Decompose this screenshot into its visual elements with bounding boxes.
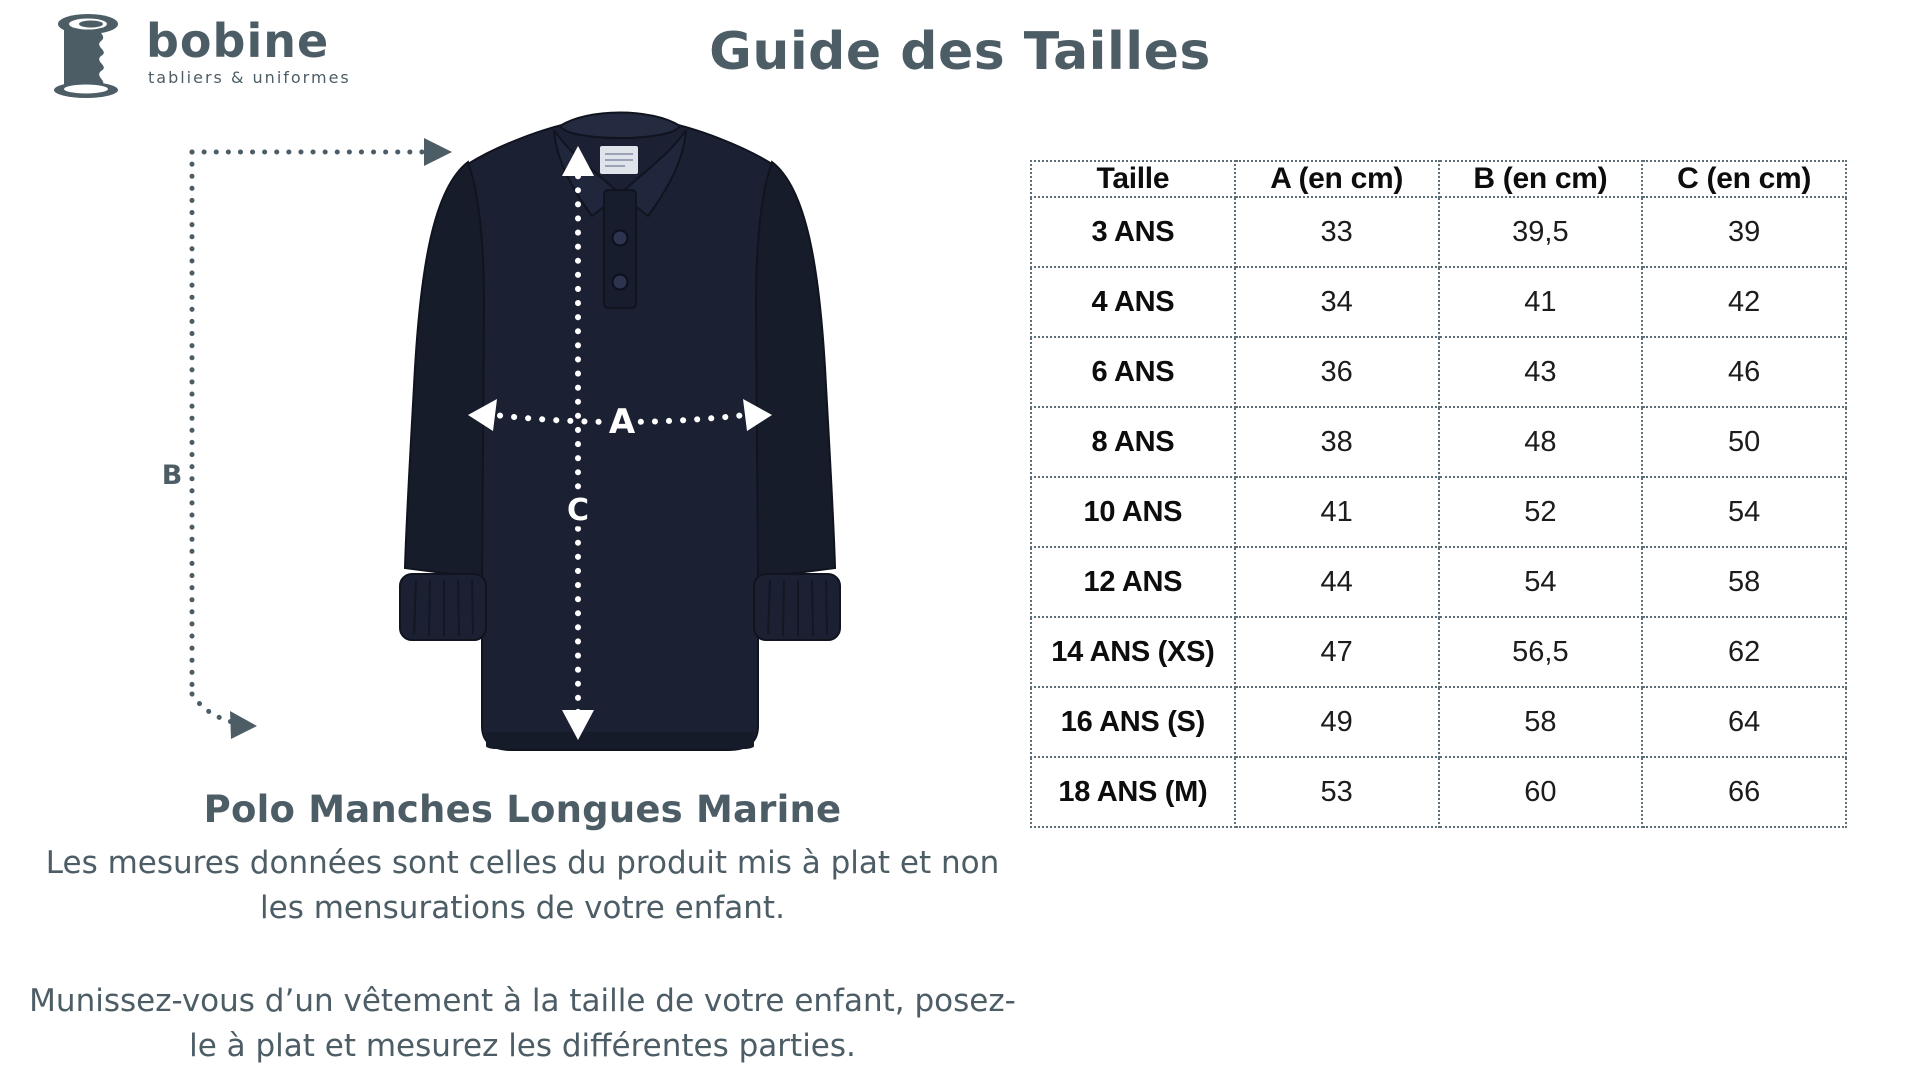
measure-value-cell: 49 xyxy=(1233,686,1440,758)
polo-diagram: A C B xyxy=(150,96,1000,788)
neck-tag xyxy=(600,146,638,174)
measure-value-cell: 43 xyxy=(1437,336,1644,408)
size-label-cell: 18 ANS (M) xyxy=(1030,756,1236,828)
polo-illustration: A C B xyxy=(162,111,841,751)
measure-value-cell: 52 xyxy=(1437,476,1644,548)
measure-b-arrow: B xyxy=(162,138,452,739)
measure-value-cell: 33 xyxy=(1233,196,1440,268)
measure-value-cell: 38 xyxy=(1233,406,1440,478)
size-row: 14 ANS (XS) 47 56,5 62 xyxy=(1030,616,1847,688)
size-row: 8 ANS 38 48 50 xyxy=(1030,406,1847,478)
collar xyxy=(553,111,687,309)
size-label-cell: 12 ANS xyxy=(1030,546,1236,618)
measure-value-cell: 66 xyxy=(1641,756,1847,828)
left-cuff xyxy=(399,573,487,641)
measure-value-cell: 47 xyxy=(1233,616,1440,688)
size-row: 16 ANS (S) 49 58 64 xyxy=(1030,686,1847,758)
note-flat: Les mesures données sont celles du produ… xyxy=(45,845,1000,926)
measure-value-cell: 58 xyxy=(1437,686,1644,758)
brand-logo: bobine tabliers & uniformes xyxy=(44,10,351,106)
measure-value-cell: 50 xyxy=(1641,406,1847,478)
measure-c-label: C xyxy=(567,493,589,528)
brand-name: bobine xyxy=(146,14,330,68)
size-label-cell: 14 ANS (XS) xyxy=(1030,616,1236,688)
product-name: Polo Manches Longues Marine xyxy=(203,788,842,831)
note-measure: Munissez-vous d’un vêtement à la taille … xyxy=(29,982,1016,1064)
measure-b-label: B xyxy=(162,460,183,491)
size-table-head: Taille A (en cm) B (en cm) C (en cm) xyxy=(1030,160,1847,198)
measure-value-cell: 53 xyxy=(1233,756,1440,828)
measure-value-cell: 54 xyxy=(1437,546,1644,618)
size-row: 18 ANS (M) 53 60 66 xyxy=(1030,756,1847,828)
column-header: C (en cm) xyxy=(1641,160,1847,198)
polo-body xyxy=(399,111,841,751)
measure-value-cell: 41 xyxy=(1437,266,1644,338)
button xyxy=(611,229,629,247)
measure-value-cell: 36 xyxy=(1233,336,1440,408)
measure-value-cell: 39,5 xyxy=(1437,196,1644,268)
measure-value-cell: 62 xyxy=(1641,616,1847,688)
measure-a-label: A xyxy=(609,402,636,442)
measure-value-cell: 48 xyxy=(1437,406,1644,478)
measure-value-cell: 42 xyxy=(1641,266,1847,338)
size-label-cell: 6 ANS xyxy=(1030,336,1236,408)
size-label-cell: 4 ANS xyxy=(1030,266,1236,338)
measure-value-cell: 64 xyxy=(1641,686,1847,758)
button xyxy=(611,273,629,291)
column-header: B (en cm) xyxy=(1437,160,1644,198)
column-header: Taille xyxy=(1030,160,1236,198)
size-row: 6 ANS 36 43 46 xyxy=(1030,336,1847,408)
size-table-panel: Taille A (en cm) B (en cm) C (en cm) 3 ANS 3… xyxy=(1030,160,1847,828)
size-label-cell: 10 ANS xyxy=(1030,476,1236,548)
size-row: 12 ANS 44 54 58 xyxy=(1030,546,1847,618)
size-row: 3 ANS 33 39,5 39 xyxy=(1030,196,1847,268)
product-caption: Polo Manches Longues Marine Les mesures … xyxy=(20,788,1025,1069)
header-row: Taille A (en cm) B (en cm) C (en cm) xyxy=(1030,160,1847,198)
size-label-cell: 8 ANS xyxy=(1030,406,1236,478)
measure-value-cell: 44 xyxy=(1233,546,1440,618)
measure-value-cell: 58 xyxy=(1641,546,1847,618)
measure-value-cell: 60 xyxy=(1437,756,1644,828)
measure-value-cell: 46 xyxy=(1641,336,1847,408)
spool-icon xyxy=(54,14,118,98)
size-table: Taille A (en cm) B (en cm) C (en cm) 3 ANS 3… xyxy=(1030,160,1847,828)
size-table-body: 3 ANS 33 39,5 39 4 ANS 34 41 42 6 ANS 36 43 46 8 ANS… xyxy=(1030,196,1847,828)
size-label-cell: 3 ANS xyxy=(1030,196,1236,268)
size-label-cell: 16 ANS (S) xyxy=(1030,686,1236,758)
measure-value-cell: 39 xyxy=(1641,196,1847,268)
measure-value-cell: 54 xyxy=(1641,476,1847,548)
size-row: 10 ANS 41 52 54 xyxy=(1030,476,1847,548)
size-row: 4 ANS 34 41 42 xyxy=(1030,266,1847,338)
page-title: Guide des Tailles xyxy=(709,22,1211,82)
column-header: A (en cm) xyxy=(1233,160,1440,198)
measure-value-cell: 41 xyxy=(1233,476,1440,548)
right-cuff xyxy=(753,573,841,641)
measure-value-cell: 56,5 xyxy=(1437,616,1644,688)
brand-tagline: tabliers & uniformes xyxy=(148,68,351,87)
measure-value-cell: 34 xyxy=(1233,266,1440,338)
